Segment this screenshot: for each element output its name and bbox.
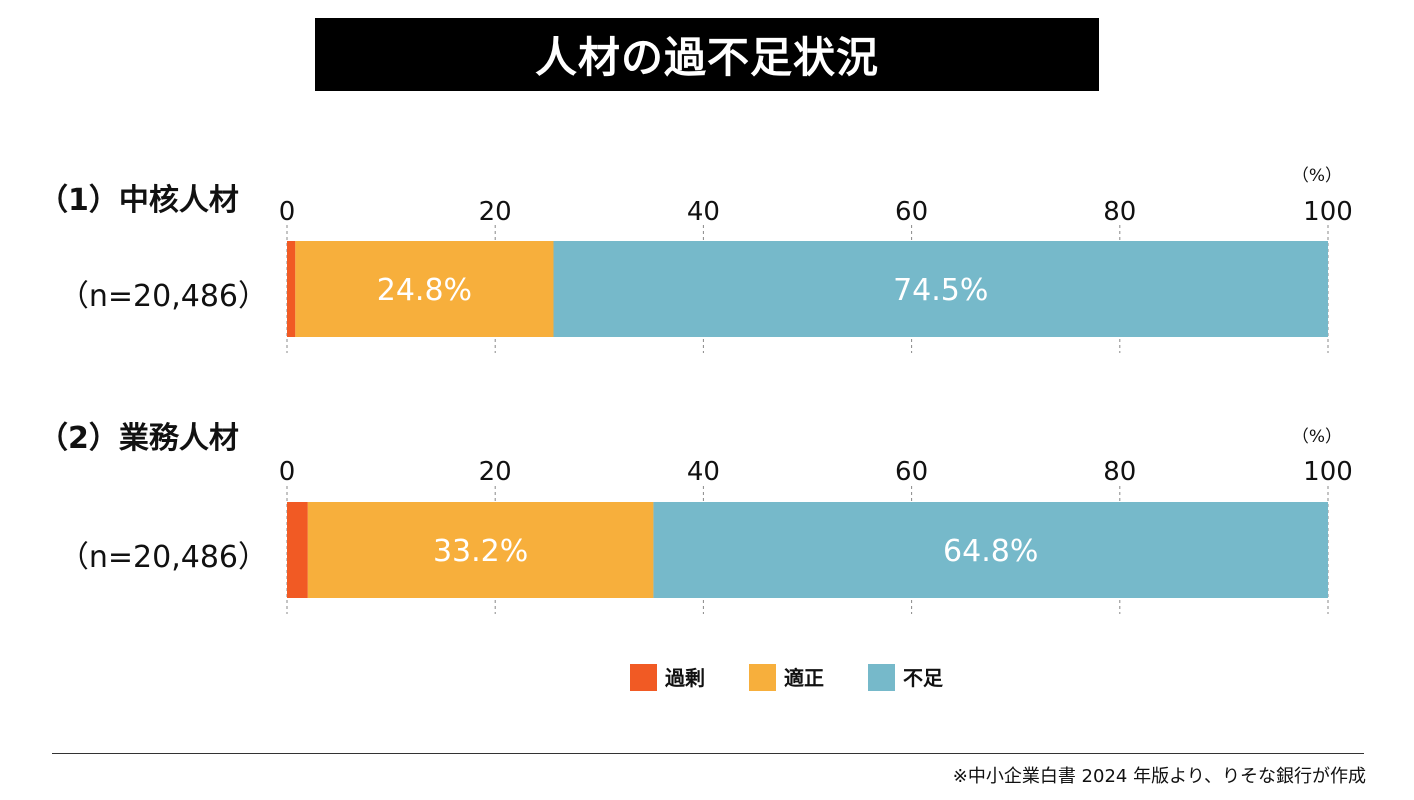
chart2-bar-segment-2 bbox=[307, 502, 654, 598]
chart1-data-label-3: 74.5% bbox=[893, 273, 988, 308]
chart1-unit-label: （%） bbox=[1292, 166, 1342, 186]
legend-swatch-1 bbox=[630, 664, 657, 691]
chart2-tick-label-0: 0 bbox=[279, 457, 296, 487]
chart1-bar-segment-1 bbox=[287, 241, 296, 337]
chart2-bar-segment-1 bbox=[287, 502, 308, 598]
chart1-tick-label-100: 100 bbox=[1303, 197, 1353, 227]
chart1-tick-label-40: 40 bbox=[687, 197, 720, 227]
chart1-tick-label-80: 80 bbox=[1103, 197, 1136, 227]
chart2-tick-label-40: 40 bbox=[687, 457, 720, 487]
legend-swatch-2 bbox=[749, 664, 776, 691]
chart2-tick-label-80: 80 bbox=[1103, 457, 1136, 487]
chart2-data-label-3: 64.8% bbox=[943, 534, 1038, 569]
chart1-bar-segment-2 bbox=[295, 241, 554, 337]
chart2-section-title: （2）業務人材 bbox=[38, 421, 239, 456]
chart1-data-label-2: 24.8% bbox=[377, 273, 472, 308]
chart1-tick-label-20: 20 bbox=[479, 197, 512, 227]
chart-main-title: 人材の過不足状況 bbox=[534, 33, 879, 82]
chart2-tick-label-100: 100 bbox=[1303, 457, 1353, 487]
legend-label-2: 適正 bbox=[784, 666, 824, 690]
chart1-tick-label-60: 60 bbox=[895, 197, 928, 227]
source-note: ※中小企業白書 2024 年版より、りそな銀行が作成 bbox=[952, 766, 1366, 787]
footer-divider bbox=[52, 753, 1364, 754]
chart2-tick-label-60: 60 bbox=[895, 457, 928, 487]
chart2-data-label-2: 33.2% bbox=[433, 534, 528, 569]
legend-label-1: 過剰 bbox=[665, 666, 705, 690]
chart1-category-label: （n=20,486） bbox=[59, 279, 268, 314]
chart2-tick-label-20: 20 bbox=[479, 457, 512, 487]
chart2-category-label: （n=20,486） bbox=[59, 540, 268, 575]
chart1-section-title: （1）中核人材 bbox=[38, 183, 239, 218]
legend-label-3: 不足 bbox=[903, 666, 944, 690]
chart1-tick-label-0: 0 bbox=[279, 197, 296, 227]
chart1-bar-segment-3 bbox=[553, 241, 1328, 337]
chart2-bar-segment-3 bbox=[653, 502, 1328, 598]
chart2-unit-label: （%） bbox=[1292, 427, 1342, 447]
legend-swatch-3 bbox=[868, 664, 895, 691]
title-banner: 人材の過不足状況 bbox=[315, 18, 1099, 91]
